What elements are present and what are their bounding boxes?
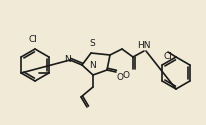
Text: HN: HN — [137, 41, 150, 50]
Text: Cl: Cl — [162, 52, 171, 61]
Text: S: S — [89, 39, 94, 48]
Text: O: O — [116, 73, 123, 82]
Text: N: N — [89, 61, 96, 70]
Text: O: O — [122, 71, 129, 80]
Text: Cl: Cl — [28, 35, 37, 44]
Text: N: N — [64, 56, 71, 64]
